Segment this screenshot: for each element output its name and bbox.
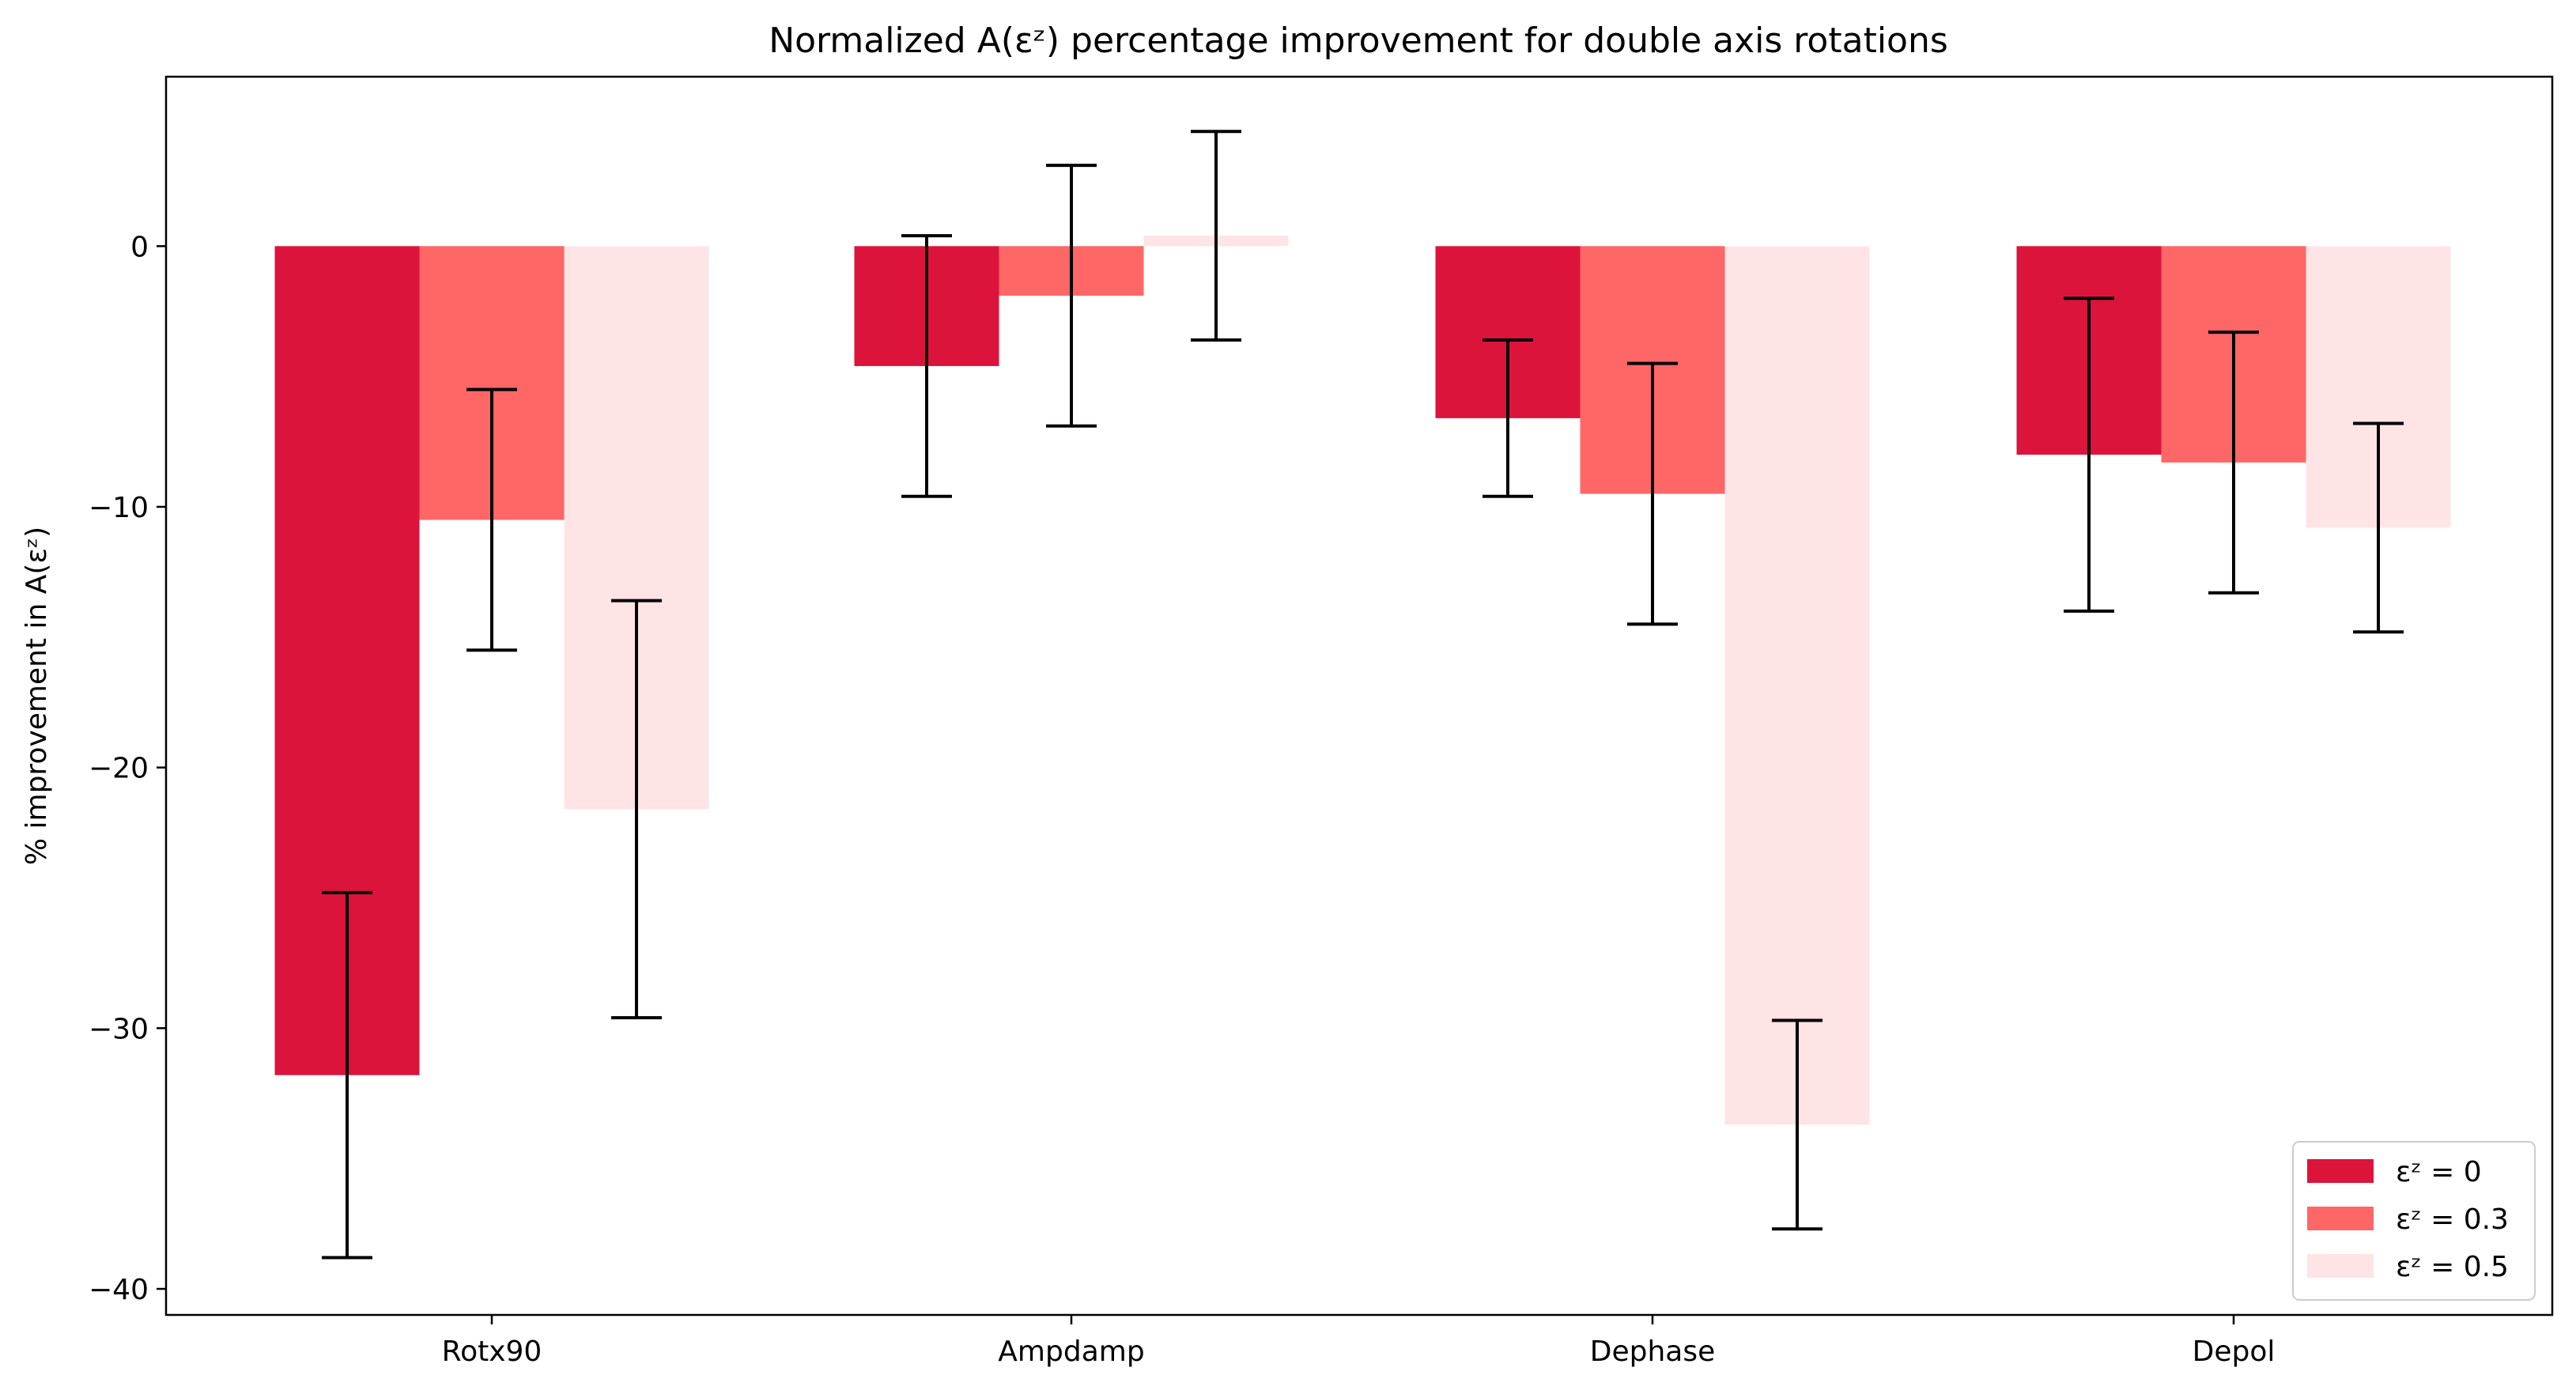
legend-item-1: εᶻ = 0 [2307, 1156, 2482, 1188]
errorbar-rotx90-series-1 [322, 890, 372, 1260]
chart-title: Normalized A(εᶻ) percentage improvement … [769, 21, 1948, 61]
x-tick-label-dephase: Dephase [1590, 1335, 1716, 1368]
y-tick-label: −40 [89, 1274, 149, 1306]
legend-label: εᶻ = 0.3 [2396, 1203, 2509, 1236]
y-axis-label: % improvement in A(εᶻ) [21, 527, 53, 865]
errorbar-depol-series-2 [2208, 331, 2259, 595]
errorbar-depol-series-1 [2064, 297, 2114, 613]
errorbar-rotx90-series-2 [466, 387, 517, 652]
legend: εᶻ = 0 εᶻ = 0.3 εᶻ = 0.5 [2292, 1141, 2536, 1301]
legend-swatch [2307, 1254, 2374, 1278]
x-axis-ticks: Rotx90 Ampdamp Dephase Depol [442, 1315, 2276, 1368]
legend-item-3: εᶻ = 0.5 [2307, 1251, 2509, 1283]
legend-label: εᶻ = 0 [2396, 1156, 2482, 1188]
y-tick-label: −30 [89, 1013, 149, 1045]
errorbar-dephase-series-2 [1627, 361, 1678, 626]
errorbar-dephase-series-3 [1772, 1018, 1822, 1231]
y-tick-label: −10 [89, 492, 149, 524]
errorbar-ampdamp-series-1 [901, 234, 952, 498]
x-tick-label-depol: Depol [2193, 1335, 2276, 1368]
y-axis-ticks: 0 −10 −20 −30 −40 [89, 231, 166, 1306]
errorbar-ampdamp-series-3 [1191, 130, 1241, 342]
plot-bars [274, 236, 2451, 1125]
plot-errorbars [322, 130, 2404, 1260]
bar-dephase-series-3 [1724, 246, 1870, 1125]
errorbar-ampdamp-series-2 [1046, 164, 1097, 428]
errorbar-rotx90-series-3 [611, 599, 662, 1020]
y-tick-label: 0 [130, 231, 149, 263]
x-tick-label-ampdamp: Ampdamp [998, 1335, 1144, 1368]
legend-swatch [2307, 1159, 2374, 1183]
x-tick-label-rotx90: Rotx90 [442, 1335, 542, 1368]
plot-frame [164, 75, 2554, 1317]
legend-label: εᶻ = 0.5 [2396, 1251, 2509, 1283]
plot-border [164, 75, 2554, 1317]
legend-item-2: εᶻ = 0.3 [2307, 1203, 2509, 1236]
errorbar-depol-series-3 [2353, 421, 2404, 634]
y-tick-label: −20 [89, 753, 149, 785]
legend-swatch [2307, 1207, 2374, 1230]
errorbar-dephase-series-1 [1483, 338, 1533, 498]
